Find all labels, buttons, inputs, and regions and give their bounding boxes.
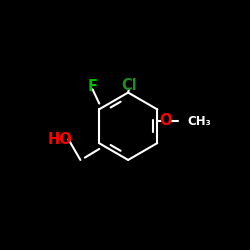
Text: F: F xyxy=(88,79,98,94)
Text: HO: HO xyxy=(48,132,72,147)
Text: CH₃: CH₃ xyxy=(188,115,211,128)
Text: Cl: Cl xyxy=(121,78,137,93)
Text: O: O xyxy=(160,113,172,128)
